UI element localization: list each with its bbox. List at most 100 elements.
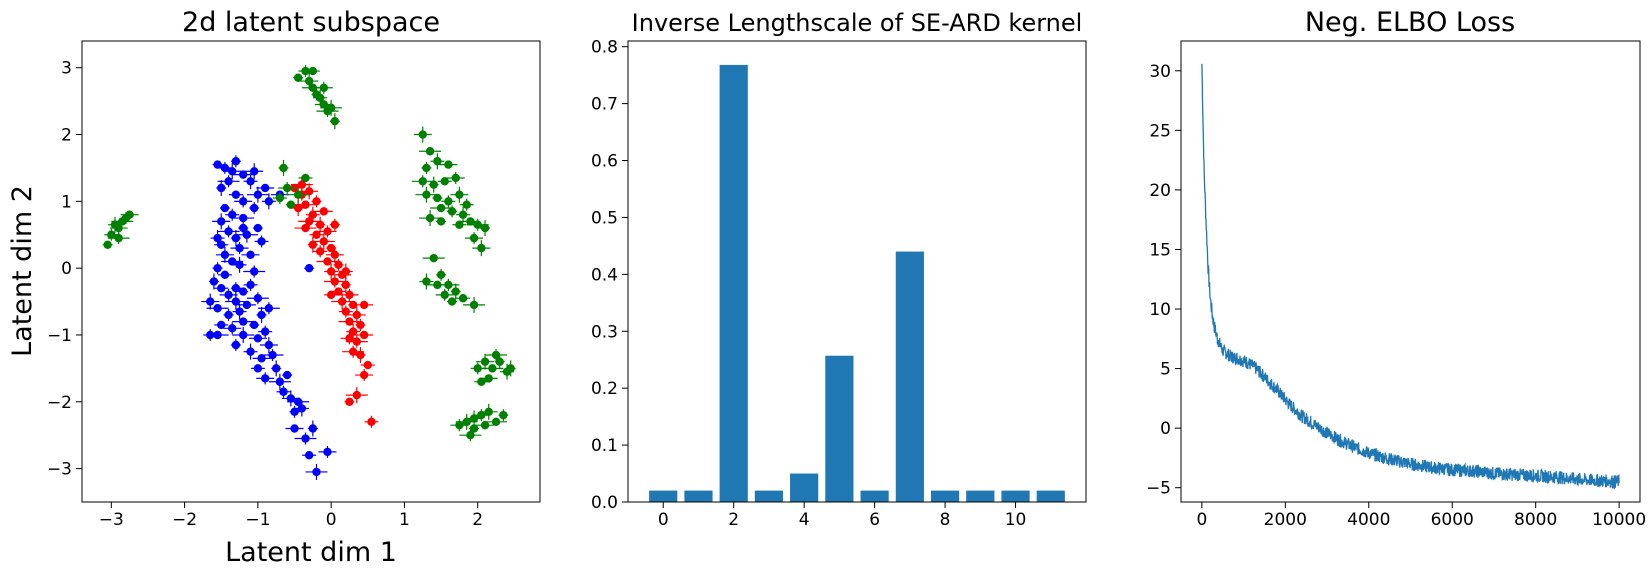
elbo-loss-line-marks <box>1201 63 1620 490</box>
latent-point <box>440 290 449 300</box>
latent-point <box>114 233 123 243</box>
latent-point <box>125 210 134 219</box>
latent-point <box>330 277 340 286</box>
latent-point <box>484 407 493 417</box>
latent-point <box>312 197 321 206</box>
lengthscale-chart-title: Inverse Lengthscale of SE-ARD kernel <box>632 9 1083 37</box>
latent-point <box>275 377 285 386</box>
latent-point <box>290 407 299 417</box>
lengthscale-bar <box>966 490 995 502</box>
latent-chart-title: 2d latent subspace <box>182 7 440 38</box>
latent-point <box>422 163 431 173</box>
latent-point <box>268 350 277 360</box>
x-tick-label: 6 <box>869 510 880 530</box>
latent-point <box>308 66 318 76</box>
latent-point <box>458 294 468 303</box>
latent-x-axis-label: Latent dim 1 <box>225 537 397 568</box>
latent-point <box>257 310 266 320</box>
latent-point <box>341 280 351 290</box>
latent-point <box>246 250 255 259</box>
lengthscale-bar <box>754 490 784 502</box>
y-tick-label: −1 <box>47 326 72 346</box>
latent-point <box>224 177 233 186</box>
latent-point <box>326 243 336 253</box>
latent-point <box>301 200 310 209</box>
latent-point <box>348 300 358 310</box>
latent-point <box>261 374 270 383</box>
x-tick-label: 6000 <box>1431 510 1474 530</box>
latent-point <box>425 213 435 223</box>
latent-point <box>301 66 310 76</box>
y-tick-label: 25 <box>1149 121 1171 141</box>
latent-point <box>418 177 427 186</box>
latent-point <box>304 217 314 226</box>
latent-point <box>451 173 460 183</box>
latent-point <box>348 347 358 356</box>
elbo-plot-frame <box>1180 40 1641 503</box>
latent-point <box>220 270 230 280</box>
lengthscale-bar <box>860 490 889 502</box>
latent-point <box>455 190 464 199</box>
x-tick-label: −1 <box>245 510 270 530</box>
latent-point <box>330 116 340 126</box>
latent-point <box>231 297 241 306</box>
latent-point <box>282 183 292 193</box>
lengthscale-bar <box>1001 490 1030 502</box>
latent-point <box>290 424 299 433</box>
latent-point <box>480 357 490 366</box>
latent-point <box>429 253 438 263</box>
latent-point <box>293 203 303 213</box>
latent-point <box>422 190 431 199</box>
latent-point <box>455 420 464 430</box>
x-tick-label: 10000 <box>1592 510 1646 530</box>
latent-point <box>246 280 255 290</box>
latent-point <box>345 317 354 326</box>
latent-point <box>334 287 343 296</box>
latent-point <box>213 330 222 340</box>
x-tick-label: 2 <box>728 510 739 530</box>
latent-point <box>301 173 310 183</box>
latent-point <box>312 467 321 477</box>
latent-point <box>228 324 237 333</box>
y-tick-label: 15 <box>1149 240 1171 260</box>
latent-point <box>308 240 318 249</box>
lengthscale-bar <box>790 473 819 502</box>
y-tick-label: −2 <box>47 393 72 413</box>
latent-point <box>356 320 365 330</box>
latent-point <box>323 447 332 457</box>
latent-point <box>433 193 442 203</box>
latent-point <box>224 290 233 300</box>
latent-point <box>264 340 274 350</box>
latent-point <box>462 200 471 209</box>
latent-point <box>213 160 222 169</box>
latent-point <box>495 357 504 366</box>
elbo-loss-panel: 0 2000 4000 6000 8000 10000 −5 0 5 10 15 20 25 30 Neg… <box>1146 7 1646 530</box>
y-tick-label: 2 <box>61 126 72 146</box>
lengthscale-bar <box>930 490 960 502</box>
latent-point <box>206 330 215 340</box>
x-tick-label: 2 <box>472 510 483 530</box>
latent-point <box>308 210 318 219</box>
x-tick-label: 4 <box>799 510 810 530</box>
latent-point <box>301 434 310 443</box>
latent-point <box>239 287 248 296</box>
y-tick-label: 10 <box>1149 300 1171 320</box>
latent-point <box>264 197 274 206</box>
y-tick-label: 0 <box>61 259 72 279</box>
latent-point <box>341 307 351 316</box>
x-tick-label: 8000 <box>1514 510 1557 530</box>
elbo-loss-line <box>1201 63 1620 490</box>
x-tick-label: −2 <box>172 510 197 530</box>
latent-point <box>231 340 241 350</box>
latent-point <box>436 270 446 280</box>
latent-point <box>257 237 266 246</box>
y-tick-label: 0.1 <box>591 436 618 456</box>
latent-point <box>418 130 427 139</box>
latent-point <box>488 364 497 373</box>
latent-point <box>466 217 475 226</box>
latent-point <box>484 374 493 383</box>
latent-point <box>359 300 369 310</box>
latent-point <box>308 424 318 433</box>
latent-point <box>345 290 354 300</box>
